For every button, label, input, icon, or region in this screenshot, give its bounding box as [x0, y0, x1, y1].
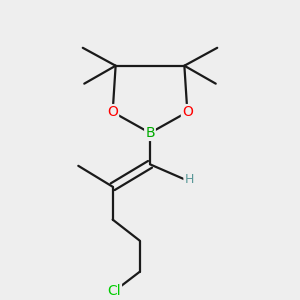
- Text: O: O: [107, 105, 118, 119]
- Text: B: B: [145, 126, 155, 140]
- Text: O: O: [182, 105, 193, 119]
- Text: H: H: [184, 173, 194, 186]
- Text: Cl: Cl: [107, 284, 121, 298]
